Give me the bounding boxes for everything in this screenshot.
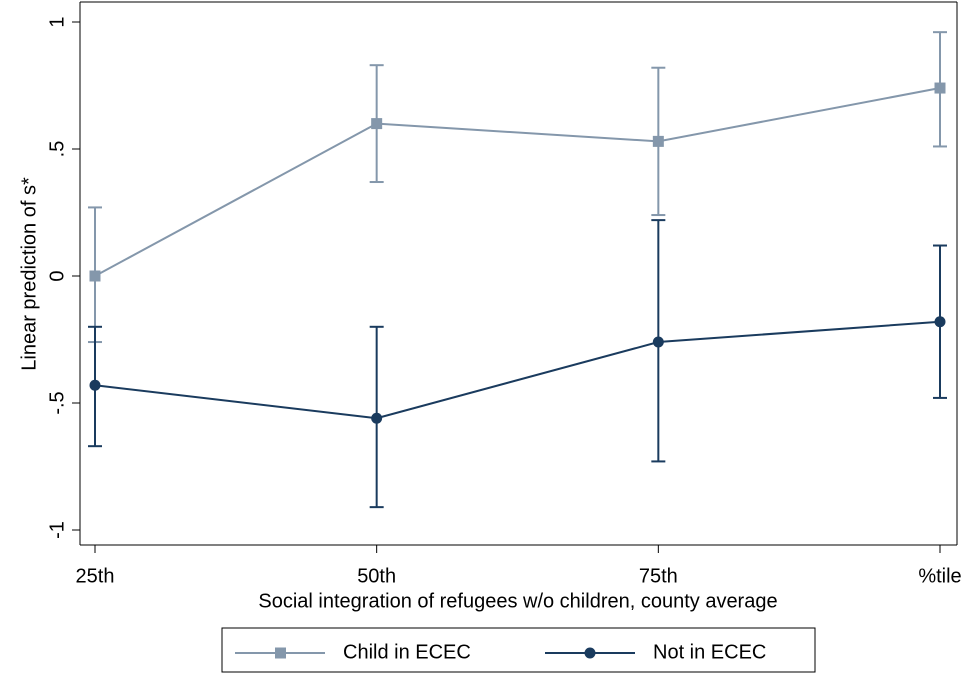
point: [652, 336, 664, 348]
legend-box: [221, 627, 816, 673]
y-tick-label: .5: [46, 141, 68, 158]
y-tick-label: -1: [46, 521, 68, 539]
point: [371, 118, 383, 130]
series-line: [94, 87, 941, 277]
y-tick-label: 0: [46, 270, 68, 281]
x-axis-label: Social integration of refugees w/o child…: [258, 590, 777, 612]
x-tick-label: 25th: [76, 565, 115, 587]
point: [371, 412, 383, 424]
series-line: [94, 320, 941, 420]
legend-label: Not in ECEC: [653, 641, 766, 663]
point: [934, 82, 946, 94]
x-tick-label: 50th: [357, 565, 396, 587]
legend-label: Child in ECEC: [343, 641, 471, 663]
point: [934, 316, 946, 328]
x-tick-label: 75th: [639, 565, 678, 587]
legend-marker: [275, 647, 286, 659]
y-axis-label: Linear prediction of s*: [18, 177, 40, 371]
legend-marker: [584, 647, 596, 659]
point: [89, 270, 101, 282]
point: [89, 379, 101, 391]
point: [652, 135, 664, 147]
x-tick-label: %tile: [918, 565, 961, 587]
y-tick-label: 1: [46, 16, 68, 27]
y-tick-label: -.5: [46, 391, 68, 414]
